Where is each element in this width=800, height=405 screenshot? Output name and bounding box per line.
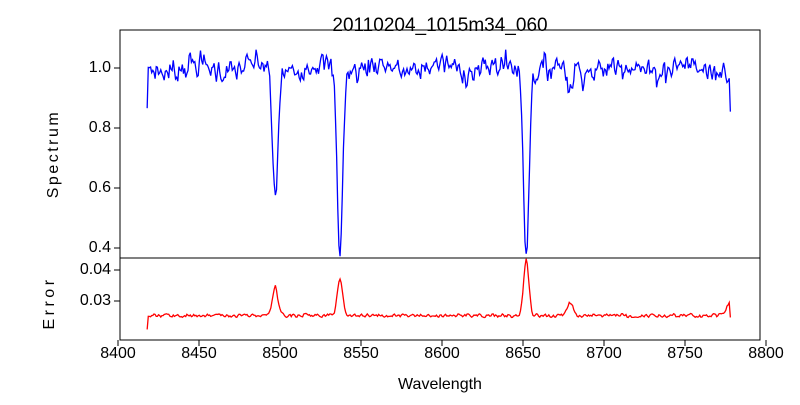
svg-text:8500: 8500 bbox=[262, 345, 298, 362]
svg-text:0.8: 0.8 bbox=[89, 119, 111, 136]
svg-text:8450: 8450 bbox=[181, 345, 217, 362]
svg-text:1.0: 1.0 bbox=[89, 59, 111, 76]
svg-text:8600: 8600 bbox=[424, 345, 460, 362]
svg-text:8700: 8700 bbox=[586, 345, 622, 362]
svg-text:8550: 8550 bbox=[343, 345, 379, 362]
svg-text:8400: 8400 bbox=[100, 345, 136, 362]
svg-text:8750: 8750 bbox=[667, 345, 703, 362]
svg-text:8650: 8650 bbox=[505, 345, 541, 362]
svg-text:20110204_1015m34_060: 20110204_1015m34_060 bbox=[332, 15, 547, 36]
svg-text:8800: 8800 bbox=[748, 345, 784, 362]
svg-text:0.4: 0.4 bbox=[89, 239, 111, 256]
svg-text:0.03: 0.03 bbox=[80, 292, 111, 309]
svg-text:Wavelength: Wavelength bbox=[398, 376, 482, 393]
svg-text:0.04: 0.04 bbox=[80, 261, 111, 278]
svg-text:0.6: 0.6 bbox=[89, 179, 111, 196]
svg-text:Spectrum: Spectrum bbox=[45, 110, 62, 198]
svg-text:Error: Error bbox=[41, 276, 58, 329]
